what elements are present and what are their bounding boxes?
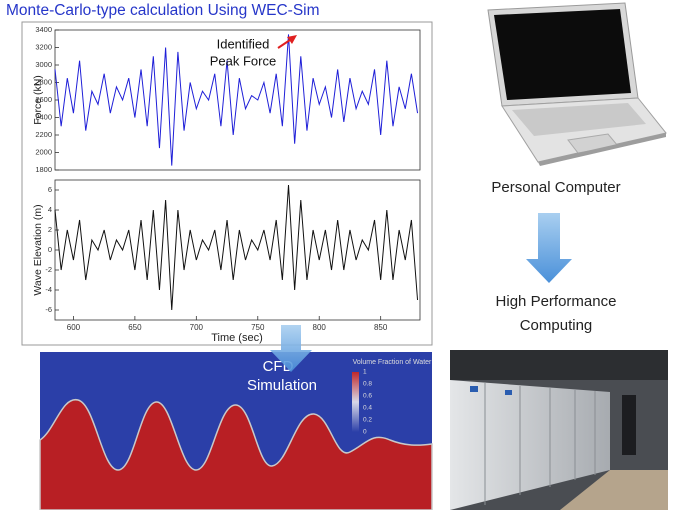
y-tick-label: 1800: [35, 165, 52, 174]
y-tick-label: 2600: [35, 95, 52, 104]
data-line: [54, 34, 419, 166]
x-axis-label: Time (sec): [211, 332, 263, 344]
plot-area: [54, 179, 421, 321]
colorbar-tick-label: 0.2: [363, 417, 372, 424]
y-tick-label: 2400: [35, 112, 52, 121]
title: Monte-Carlo-type calculation Using WEC-S…: [6, 2, 320, 19]
colorbar-title: Volume Fraction of Water: [353, 359, 432, 366]
colorbar-tick-label: 0.4: [363, 405, 372, 412]
y-tick-label: 2200: [35, 130, 52, 139]
y-axis-label: Wave Elevation (m): [32, 204, 44, 295]
hpc-label: Computing: [520, 317, 593, 334]
server-photo: [450, 350, 668, 510]
y-tick-label: 3000: [35, 60, 52, 69]
y-tick-label: 2: [48, 225, 52, 234]
x-tick-label: 600: [67, 323, 81, 332]
y-tick-label: 3200: [35, 42, 52, 51]
hpc-label: High Performance: [496, 293, 617, 310]
pc-label: Personal Computer: [491, 179, 620, 196]
y-tick-label: 2000: [35, 147, 52, 156]
x-tick-label: 800: [313, 323, 327, 332]
y-tick-label: -4: [45, 285, 52, 294]
laptop: [487, 2, 667, 166]
arrow: [526, 213, 572, 283]
annotation: Identified: [217, 36, 270, 51]
cfd-label: Simulation: [247, 377, 317, 394]
annotation-arrowhead: [287, 35, 297, 44]
y-tick-label: 3400: [35, 25, 52, 34]
colorbar-tick-label: 1: [363, 369, 367, 376]
y-tick-label: 0: [48, 245, 52, 254]
y-tick-label: 6: [48, 185, 52, 194]
x-tick-label: 700: [190, 323, 204, 332]
cfd-image: Volume Fraction of Water 10.80.60.40.20 …: [39, 352, 433, 511]
y-tick-label: -2: [45, 265, 52, 274]
colorbar-tick-label: 0: [363, 429, 367, 436]
x-tick-label: 750: [251, 323, 265, 332]
colorbar: [352, 372, 359, 432]
y-tick-label: -6: [45, 305, 52, 314]
y-axis-label: Force (kN): [32, 75, 44, 125]
x-tick-label: 850: [374, 323, 388, 332]
charts: 180020002200240026002800300032003400Forc…: [32, 25, 421, 344]
colorbar-tick-label: 0.8: [363, 381, 372, 388]
colorbar-ticks: 1 0.8 0.6 0.4 0.2 0: [363, 369, 372, 436]
y-tick-label: 4: [48, 205, 52, 214]
cfd-water: [39, 399, 433, 511]
x-tick-label: 650: [128, 323, 142, 332]
data-line: [54, 184, 419, 311]
colorbar-tick-label: 0.6: [363, 393, 372, 400]
y-tick-label: 2800: [35, 77, 52, 86]
arrow: [270, 325, 312, 372]
annotation: Peak Force: [210, 53, 276, 68]
